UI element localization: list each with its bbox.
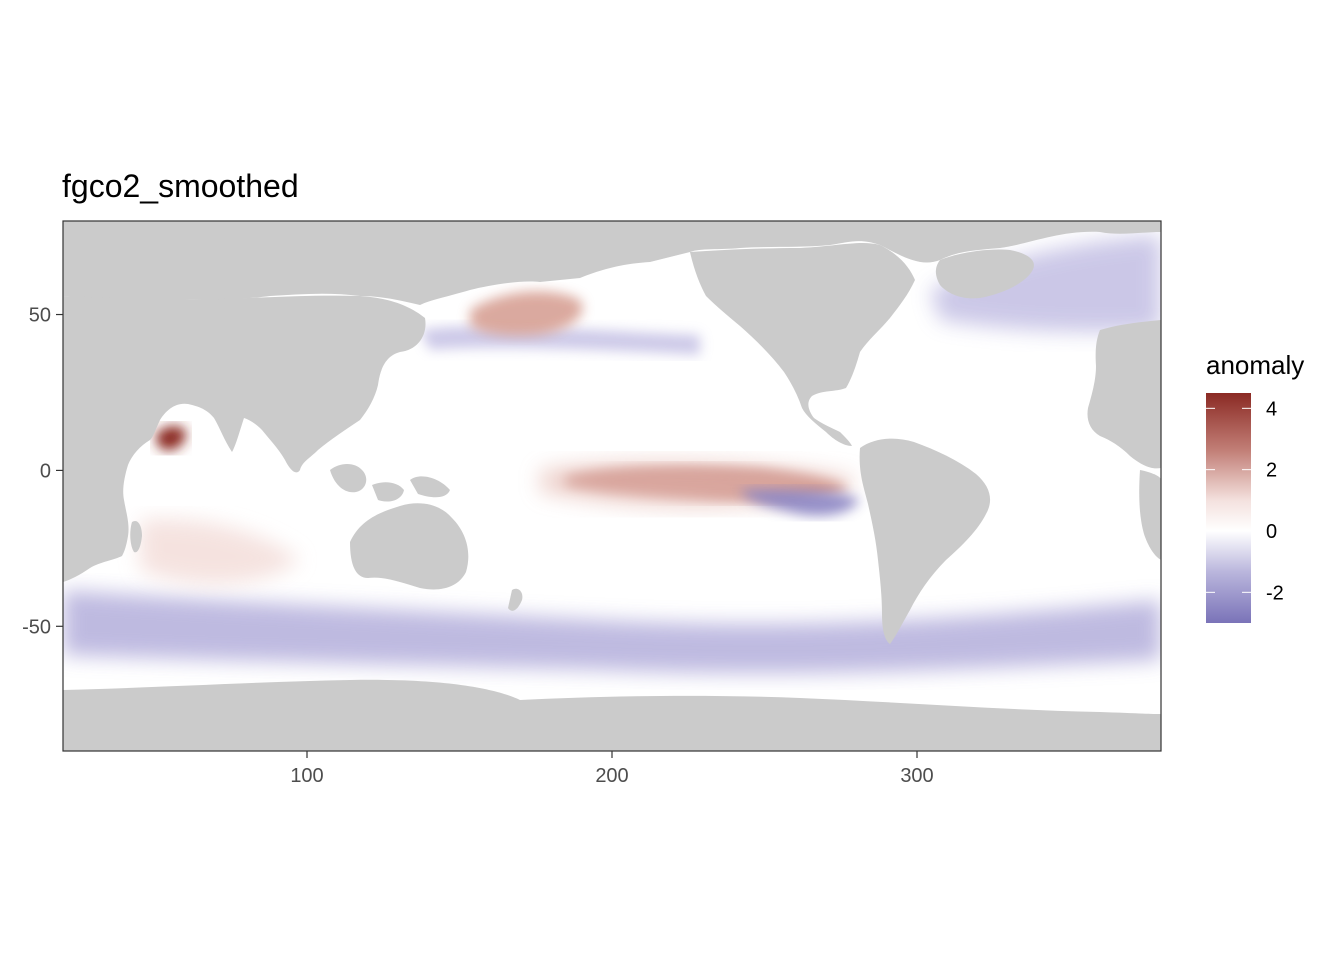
map-panel (63, 221, 1161, 751)
antarctica (63, 679, 1161, 751)
legend-label: 4 (1266, 398, 1277, 420)
legend-label: 2 (1266, 460, 1277, 482)
arctic-land-mass (63, 221, 1161, 305)
madagascar (130, 520, 142, 553)
x-tick-label: 300 (900, 765, 933, 787)
y-axis: 50 0 -50 (22, 305, 63, 638)
legend-ticks: 4 2 0 -2 (1206, 398, 1284, 604)
x-axis: 100 200 300 (290, 751, 934, 787)
legend-colorbar (1206, 393, 1251, 623)
europe-north-africa-west (1087, 320, 1161, 469)
australia (350, 503, 469, 590)
southern-ocean-negative-anomaly (63, 590, 1161, 674)
y-tick-label: 50 (29, 305, 51, 327)
eurasia-africa-land-mass (63, 295, 426, 582)
legend: anomaly 4 2 0 -2 (1206, 350, 1304, 623)
maritime-continent (330, 464, 450, 502)
x-tick-label: 200 (595, 765, 628, 787)
new-zealand (508, 588, 523, 611)
eastern-pacific-negative-anomaly (740, 489, 860, 516)
north-pacific-positive-anomaly (470, 291, 583, 337)
chart-title: fgco2_smoothed (62, 168, 299, 204)
arabian-sea-positive-anomaly (156, 426, 186, 451)
africa-east-edge (1139, 470, 1161, 560)
greenland (935, 249, 1034, 299)
x-tick-label: 100 (290, 765, 323, 787)
indian-ocean-positive-anomaly (140, 519, 300, 584)
anomaly-layer (63, 235, 1161, 674)
y-tick-label: -50 (22, 616, 51, 638)
legend-title: anomaly (1206, 350, 1304, 380)
south-america (859, 438, 991, 644)
y-tick-label: 0 (40, 460, 51, 482)
north-america (690, 243, 915, 446)
north-atlantic-negative-anomaly (930, 235, 1161, 332)
land-layer (63, 221, 1161, 751)
legend-label: 0 (1266, 521, 1277, 543)
legend-label: -2 (1266, 582, 1284, 604)
